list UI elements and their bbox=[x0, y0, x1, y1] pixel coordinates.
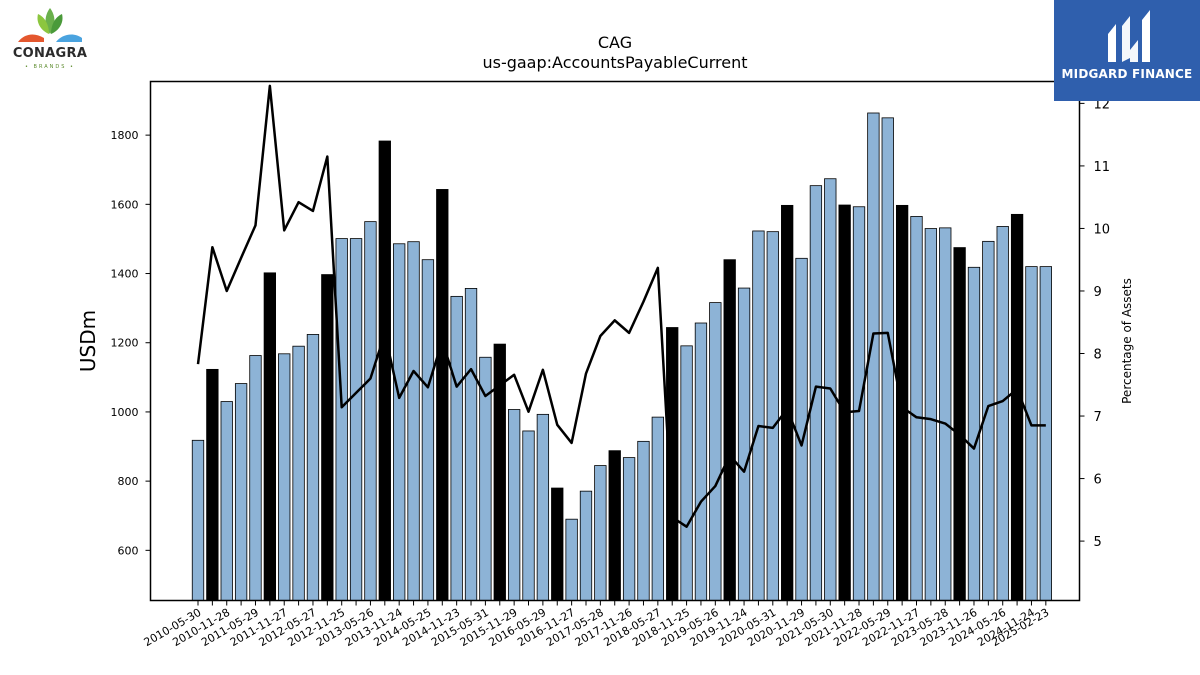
y2-tick-label: 9 bbox=[1094, 285, 1102, 300]
bar-2014-02-23 bbox=[407, 241, 420, 601]
bar-2024-08-25 bbox=[1010, 213, 1024, 601]
midgard-finance-logo: MIDGARD FINANCE bbox=[1054, 0, 1200, 101]
y-tick-label: 1000 bbox=[111, 406, 139, 419]
midgard-mark-icon bbox=[1108, 10, 1150, 62]
bar-2012-05-27 bbox=[306, 334, 320, 601]
bar-2015-02-22 bbox=[464, 288, 478, 601]
bar-2014-05-25 bbox=[421, 259, 435, 601]
y2-tick-label: 8 bbox=[1094, 348, 1102, 363]
bar-2013-02-24 bbox=[349, 238, 363, 601]
conagra-wordmark: CONAGRA bbox=[12, 46, 88, 61]
y-tick-label: 1200 bbox=[111, 337, 139, 350]
x-axis: 2010-05-302010-11-282011-05-292011-11-27… bbox=[142, 600, 1051, 649]
bar-2011-08-28 bbox=[263, 272, 277, 601]
bar-2012-08-26 bbox=[321, 274, 334, 601]
bar-2023-08-27 bbox=[953, 247, 966, 601]
y2-tick-label: 11 bbox=[1094, 160, 1111, 175]
bar-2021-11-28 bbox=[852, 206, 866, 601]
bar-2017-02-26 bbox=[579, 490, 593, 601]
percentage-line bbox=[196, 84, 1046, 528]
y2-tick-label: 5 bbox=[1094, 535, 1102, 550]
bar-2013-05-26 bbox=[364, 221, 377, 601]
bar-2011-05-29 bbox=[249, 355, 262, 601]
y2-tick-label: 7 bbox=[1094, 410, 1102, 425]
bar-2019-05-26 bbox=[709, 302, 722, 601]
y2-tick-label: 10 bbox=[1094, 222, 1111, 237]
bar-2024-11-24 bbox=[1025, 266, 1038, 601]
bar-2014-11-23 bbox=[450, 295, 463, 601]
bar-2018-05-27 bbox=[651, 416, 664, 601]
bar-2011-02-27 bbox=[234, 383, 248, 601]
y-tick-label: 1800 bbox=[111, 129, 139, 142]
bar-2016-08-28 bbox=[551, 487, 564, 601]
bar-2010-08-29 bbox=[206, 368, 219, 601]
y-axis-left: 600 800 1000 1200 1400 1600 1800 bbox=[111, 129, 151, 557]
bar-2012-11-25 bbox=[335, 238, 348, 601]
conagra-leaf-icon bbox=[18, 8, 82, 42]
bar-2014-08-24 bbox=[436, 189, 449, 601]
bar-2017-08-27 bbox=[608, 450, 621, 601]
y-axis-label: USDm bbox=[76, 310, 100, 372]
bar-2016-11-27 bbox=[565, 518, 578, 601]
bar-2020-02-23 bbox=[752, 230, 765, 601]
bar-2025-02-23 bbox=[1039, 266, 1052, 601]
y2-tick-label: 6 bbox=[1094, 473, 1102, 488]
y-tick-label: 600 bbox=[118, 544, 139, 557]
y2-tick-label: 12 bbox=[1094, 97, 1111, 112]
bar-2022-11-27 bbox=[910, 216, 923, 601]
y2-axis-label: Percentage of Assets bbox=[1120, 278, 1134, 404]
bar-2019-11-24 bbox=[737, 287, 751, 601]
bar-2013-11-24 bbox=[393, 243, 406, 601]
bar-2011-11-27 bbox=[278, 353, 291, 601]
conagra-logo: CONAGRA • BRANDS • bbox=[0, 0, 100, 80]
bar-2023-02-26 bbox=[924, 228, 938, 601]
bar-2010-11-28 bbox=[220, 401, 233, 601]
bar-2016-02-28 bbox=[522, 430, 535, 601]
bar-2013-08-25 bbox=[378, 140, 391, 601]
bar-2024-05-26 bbox=[996, 226, 1009, 601]
y-tick-label: 1600 bbox=[111, 198, 139, 211]
midgard-finance-wordmark: MIDGARD FINANCE bbox=[1061, 67, 1193, 81]
bar-2015-11-29 bbox=[507, 409, 521, 601]
chart-subtitle: us-gaap:AccountsPayableCurrent bbox=[482, 53, 747, 72]
bar-2023-05-28 bbox=[939, 227, 952, 601]
bar-2018-11-25 bbox=[680, 345, 693, 601]
bar-2017-05-28 bbox=[594, 465, 607, 601]
bar-2020-08-30 bbox=[781, 204, 794, 601]
bar-2019-08-25 bbox=[723, 259, 736, 601]
y-tick-label: 1400 bbox=[111, 268, 139, 281]
bar-2020-05-31 bbox=[766, 231, 779, 601]
bar-2010-05-30 bbox=[191, 439, 205, 601]
bar-2019-02-24 bbox=[694, 322, 708, 601]
conagra-brands-text: • BRANDS • bbox=[25, 64, 75, 70]
y-axis-right: 5 6 7 8 9 10 11 12 bbox=[1079, 97, 1111, 550]
bar-series bbox=[191, 112, 1052, 601]
bar-2017-11-26 bbox=[622, 457, 636, 601]
bar-2012-02-26 bbox=[292, 345, 305, 601]
bar-2021-02-28 bbox=[809, 185, 823, 601]
bar-2016-05-29 bbox=[536, 413, 550, 601]
bar-2021-08-29 bbox=[838, 204, 851, 601]
y-tick-label: 800 bbox=[118, 475, 139, 488]
chart-title: CAG bbox=[598, 33, 632, 52]
bar-2018-02-25 bbox=[637, 440, 650, 601]
